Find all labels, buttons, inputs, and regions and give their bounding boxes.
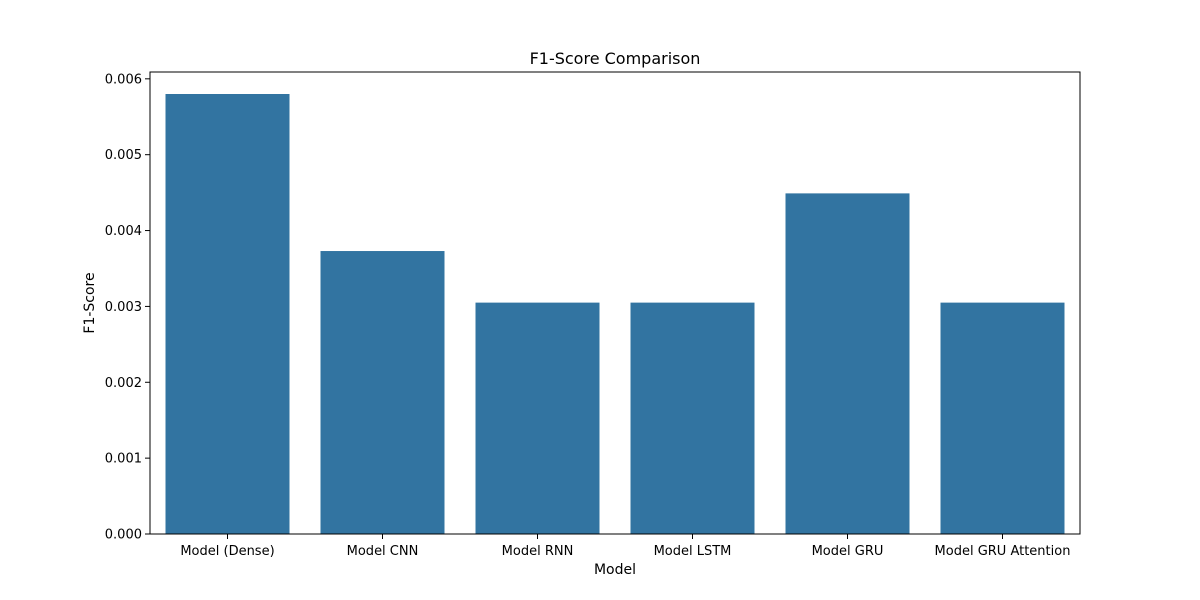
x-axis: Model (Dense) Model CNN Model RNN Model LST…: [180, 534, 1070, 559]
bar: [475, 302, 600, 534]
x-tick-label: Model RNN: [502, 544, 574, 559]
y-tick-label: 0.001: [105, 452, 142, 467]
bar: [940, 302, 1065, 534]
y-axis: 0.000 0.001 0.002 0.003 0.004 0.005 0.006: [105, 72, 150, 543]
y-axis-label: F1-Score: [82, 272, 98, 333]
y-tick-label: 0.003: [105, 300, 142, 315]
x-tick-label: Model GRU Attention: [935, 544, 1071, 559]
bars-group: [165, 94, 1065, 534]
chart-title: F1-Score Comparison: [530, 49, 701, 68]
x-tick-label: Model CNN: [347, 544, 419, 559]
x-tick-label: Model GRU: [812, 544, 884, 559]
bar: [320, 251, 445, 534]
bar: [165, 94, 290, 534]
plot-frame: [149, 71, 1081, 535]
y-tick-label: 0.000: [105, 528, 142, 543]
y-tick-label: 0.004: [105, 224, 142, 239]
x-tick-label: Model LSTM: [654, 544, 732, 559]
y-tick-label: 0.006: [105, 72, 142, 87]
x-tick-label: Model (Dense): [180, 544, 274, 559]
bar: [630, 302, 755, 534]
bar: [785, 193, 910, 534]
y-tick-label: 0.005: [105, 148, 142, 163]
x-axis-label: Model: [594, 562, 636, 578]
y-tick-label: 0.002: [105, 376, 142, 391]
